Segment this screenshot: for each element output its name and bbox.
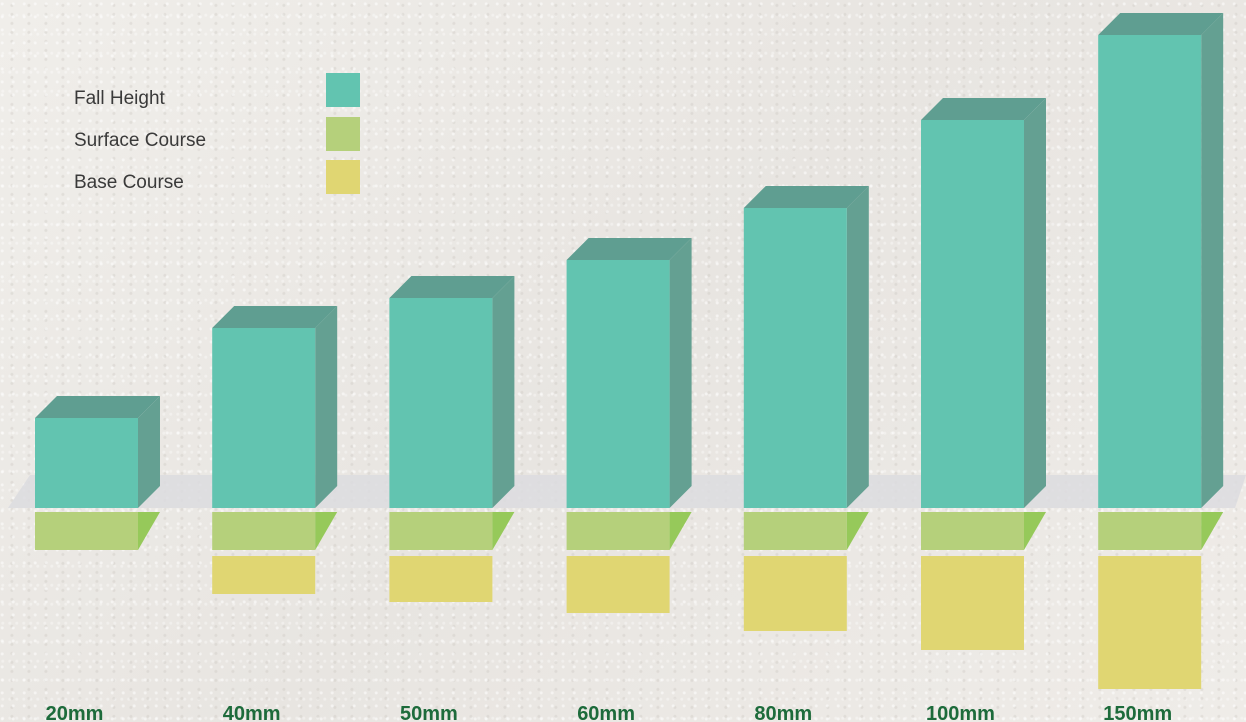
fall-height-bar-top-50mm [389, 276, 515, 298]
bar-group-100mm [921, 98, 1046, 650]
fall-height-bar-side-80mm [846, 186, 869, 508]
surface-course-bar-side-40mm [315, 512, 338, 550]
surface-course-bar-40mm [212, 512, 316, 550]
category-label-60mm: 60mm [577, 703, 635, 722]
surface-course-bar-60mm [566, 512, 670, 550]
surface-course-bar-100mm [921, 512, 1024, 550]
fall-height-bar-50mm [389, 298, 493, 508]
base-course-bar-60mm [566, 556, 670, 613]
legend-swatch-base-course [326, 160, 360, 194]
fall-height-bar-top-60mm [566, 238, 692, 260]
base-course-bar-40mm [212, 556, 316, 594]
surface-course-bar-80mm [743, 512, 847, 550]
fall-height-bar-20mm [35, 418, 138, 508]
category-label-50mm: 50mm [400, 703, 458, 722]
fall-height-bar-top-100mm [921, 98, 1046, 120]
fall-height-bar-top-150mm [1098, 13, 1224, 35]
surface-course-bar-side-50mm [492, 512, 515, 550]
category-label-20mm: 20mm [46, 703, 104, 722]
fall-height-bar-100mm [921, 120, 1024, 508]
bar-group-20mm [35, 396, 160, 550]
legend-label-surface-course: Surface Course [74, 130, 206, 151]
surface-course-bar-50mm [389, 512, 493, 550]
base-course-bar-80mm [743, 556, 847, 631]
surface-course-bar-side-20mm [138, 512, 160, 550]
fall-height-bar-side-20mm [138, 396, 160, 508]
fall-height-bar-side-100mm [1024, 98, 1046, 508]
fall-height-bar-side-60mm [669, 238, 692, 508]
fall-height-bar-40mm [212, 328, 316, 508]
fall-height-bar-side-150mm [1201, 13, 1224, 508]
fall-height-bar-side-50mm [492, 276, 515, 508]
fall-height-bar-80mm [743, 208, 847, 508]
bar-group-50mm [389, 276, 515, 602]
fall-height-bar-side-40mm [315, 306, 338, 508]
bar-group-150mm [1098, 13, 1224, 689]
bars-layer [35, 13, 1224, 689]
fall-height-bar-top-80mm [743, 186, 869, 208]
fall-height-bar-top-20mm [35, 396, 160, 418]
surface-course-bar-side-80mm [846, 512, 869, 550]
category-label-40mm: 40mm [223, 703, 281, 722]
category-labels: 20mm 40mm 50mm 60mm 80mm 100mm 150mm [46, 703, 1173, 722]
surface-course-bar-150mm [1098, 512, 1202, 550]
category-label-100mm: 100mm [926, 703, 995, 722]
fall-height-bar-top-40mm [212, 306, 338, 328]
legend: Fall Height Surface Course Base Course [74, 73, 360, 194]
base-course-bar-150mm [1098, 556, 1202, 689]
fall-height-bar-60mm [566, 260, 670, 508]
surface-course-bar-side-100mm [1024, 512, 1046, 550]
bar-group-60mm [566, 238, 692, 613]
base-course-bar-100mm [921, 556, 1024, 650]
legend-label-fall-height: Fall Height [74, 88, 166, 109]
surface-course-bar-side-150mm [1201, 512, 1224, 550]
legend-swatch-surface-course [326, 117, 360, 151]
category-label-80mm: 80mm [754, 703, 812, 722]
category-label-150mm: 150mm [1103, 703, 1172, 722]
legend-swatch-fall-height [326, 73, 360, 107]
legend-label-base-course: Base Course [74, 172, 184, 193]
surface-course-bar-20mm [35, 512, 138, 550]
base-course-bar-50mm [389, 556, 493, 602]
bar-group-40mm [212, 306, 338, 594]
fall-height-bar-150mm [1098, 35, 1202, 508]
surface-course-bar-side-60mm [669, 512, 692, 550]
bar-group-80mm [743, 186, 869, 631]
